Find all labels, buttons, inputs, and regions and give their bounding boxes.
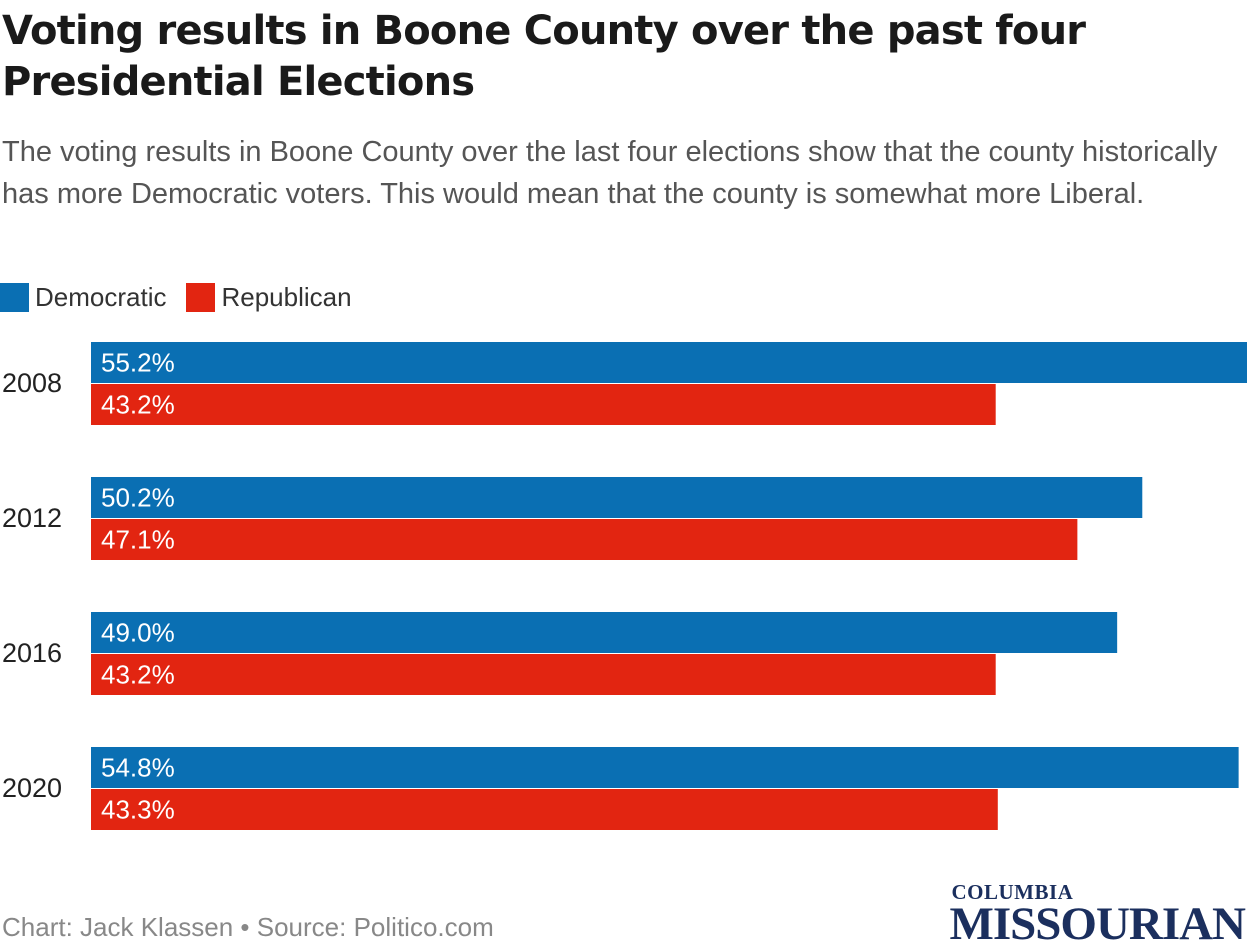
- data-label-democratic-2016: 49.0%: [101, 618, 175, 648]
- bar-democratic-2008: [91, 342, 1247, 383]
- data-label-democratic-2012: 50.2%: [101, 483, 175, 513]
- category-label-2008: 2008: [2, 368, 62, 398]
- data-label-republican-2020: 43.3%: [101, 795, 175, 825]
- bar-republican-2012: [91, 519, 1078, 560]
- data-label-republican-2016: 43.2%: [101, 660, 175, 690]
- bar-republican-2008: [91, 384, 996, 425]
- logo-top-text: COLUMBIA: [951, 880, 1074, 904]
- category-label-2020: 2020: [2, 773, 62, 803]
- legend-swatch-democratic: [0, 282, 29, 312]
- chart-credit: Chart: Jack Klassen • Source: Politico.c…: [2, 912, 494, 942]
- data-label-democratic-2008: 55.2%: [101, 348, 175, 378]
- data-label-republican-2012: 47.1%: [101, 525, 175, 555]
- data-label-republican-2008: 43.2%: [101, 390, 175, 420]
- legend-label-democratic: Democratic: [35, 281, 167, 312]
- legend-label-republican: Republican: [221, 281, 352, 312]
- bar-democratic-2016: [91, 612, 1118, 653]
- chart-subtitle: The voting results in Boone County over …: [2, 136, 1218, 210]
- bar-democratic-2012: [91, 477, 1143, 518]
- bar-democratic-2020: [91, 747, 1239, 788]
- chart-title: Voting results in Boone County over the …: [2, 8, 1086, 105]
- category-label-2012: 2012: [2, 503, 62, 533]
- logo-bottom-text: MISSOURIAN: [949, 898, 1246, 950]
- category-label-2016: 2016: [2, 638, 62, 668]
- bar-chart: 2008 55.2% 43.2% 2012 50.2% 47.1% 2016 49.0% 43.…: [2, 342, 1247, 830]
- legend-item-republican: Republican: [186, 281, 352, 313]
- columbia-missourian-logo: COLUMBIA MISSOURIAN: [949, 880, 1246, 950]
- data-label-democratic-2020: 54.8%: [101, 753, 175, 783]
- bar-republican-2016: [91, 654, 996, 695]
- legend: Democratic Republican: [0, 281, 372, 313]
- legend-item-democratic: Democratic: [0, 282, 166, 313]
- bar-republican-2020: [91, 789, 998, 830]
- legend-swatch-republican: [186, 282, 216, 312]
